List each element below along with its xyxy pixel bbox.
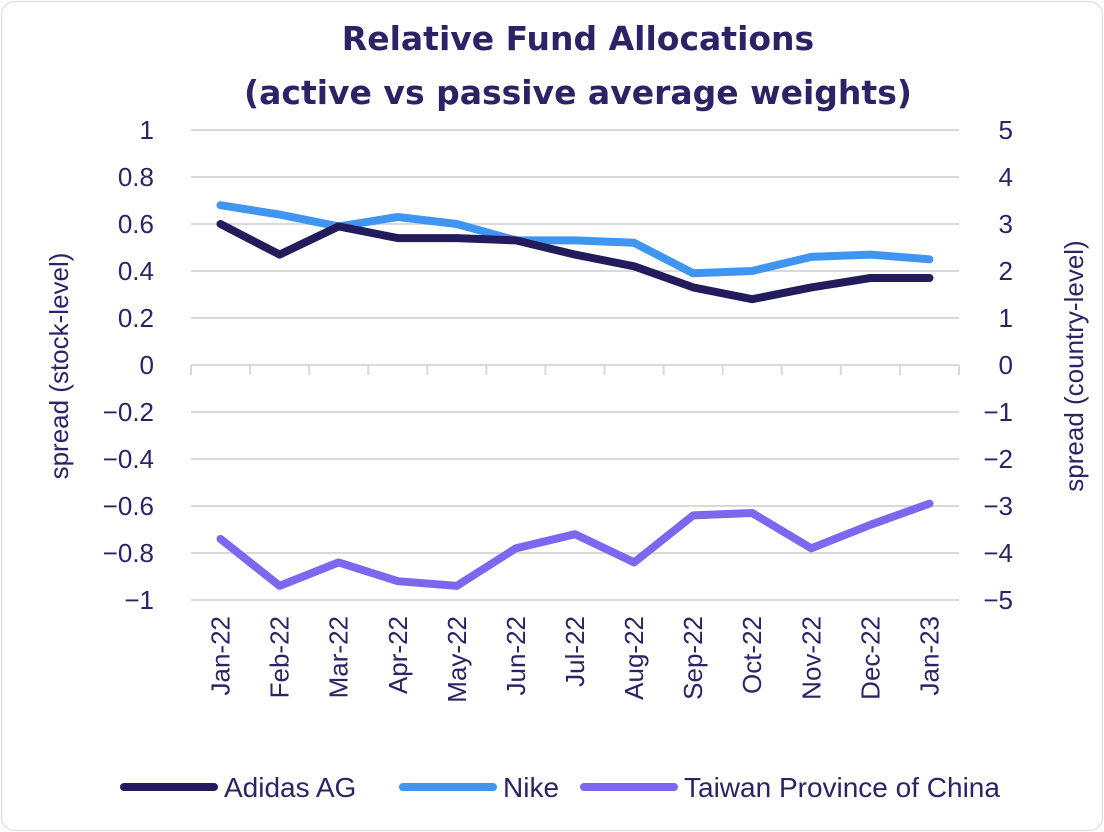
x-tick-label: Oct-22	[737, 616, 767, 694]
y-tick-label-right: 3	[999, 209, 1013, 239]
y-tick-label-left: 0.4	[118, 256, 154, 286]
x-tick-label: Mar-22	[324, 616, 354, 698]
series-line-adidas-ag	[216, 220, 934, 304]
y-tick-label-left: −0.6	[103, 491, 154, 521]
x-tick-label: Dec-22	[855, 616, 885, 700]
y-tick-label-left: 0.2	[118, 303, 154, 333]
legend-item: Taiwan Province of China	[580, 772, 1000, 803]
y-tick-label-left: 0	[140, 350, 154, 380]
legend-item: Adidas AG	[120, 772, 356, 803]
legend-item: Nike	[399, 772, 559, 803]
legend-label: Nike	[503, 772, 559, 803]
y-tick-label-right: −2	[983, 444, 1013, 474]
series-line-taiwan-province-of-china	[216, 499, 934, 590]
chart-subtitle: (active vs passive average weights)	[244, 73, 912, 112]
series-lines	[216, 201, 934, 590]
x-tick-label: Jun-22	[501, 616, 531, 696]
y-tick-label-left: 0.6	[118, 209, 154, 239]
y-tick-label-right: −5	[983, 585, 1013, 615]
x-tick-label: Jul-22	[560, 616, 590, 687]
y-tick-label-left: −0.2	[103, 397, 154, 427]
y-tick-label-right: −1	[983, 397, 1013, 427]
y-tick-label-left: 1	[140, 115, 154, 145]
y-axis-right: 5 4 3 2 1 0 −1 −2 −3 −4 −5	[983, 115, 1013, 615]
legend-label: Adidas AG	[224, 772, 356, 803]
y-axis-left-label: spread (stock-level)	[44, 253, 74, 480]
series-line-nike	[216, 201, 934, 278]
legend: Adidas AG Nike Taiwan Province of China	[120, 772, 1000, 803]
y-tick-label-left: −0.8	[103, 538, 154, 568]
legend-label: Taiwan Province of China	[684, 772, 1000, 803]
y-tick-label-left: 0.8	[118, 162, 154, 192]
y-axis-right-label: spread (country-level)	[1059, 240, 1089, 491]
y-tick-label-right: 4	[999, 162, 1013, 192]
x-tick-label: Aug-22	[619, 616, 649, 700]
x-tick-label: Apr-22	[383, 616, 413, 694]
y-tick-label-right: 2	[999, 256, 1013, 286]
chart-title: Relative Fund Allocations	[342, 19, 814, 58]
x-axis: Jan-22 Feb-22 Mar-22 Apr-22 May-22 Jun-22 Jul-…	[190, 364, 960, 703]
y-tick-label-right: 5	[999, 115, 1013, 145]
x-tick-label: May-22	[442, 616, 472, 703]
y-tick-label-right: −4	[983, 538, 1013, 568]
y-axis-left: 1 0.8 0.6 0.4 0.2 0 −0.2 −0.4 −0.6 −0.8 −1	[103, 115, 154, 615]
x-tick-label: Feb-22	[265, 616, 295, 698]
y-tick-label-right: 1	[999, 303, 1013, 333]
y-tick-label-left: −1	[124, 585, 154, 615]
x-tick-label: Nov-22	[796, 616, 826, 700]
x-tick-label: Jan-22	[206, 616, 236, 696]
y-tick-label-right: −3	[983, 491, 1013, 521]
y-tick-label-right: 0	[999, 350, 1013, 380]
x-tick-label: Jan-23	[914, 616, 944, 696]
y-tick-label-left: −0.4	[103, 444, 154, 474]
x-tick-label: Sep-22	[678, 616, 708, 700]
